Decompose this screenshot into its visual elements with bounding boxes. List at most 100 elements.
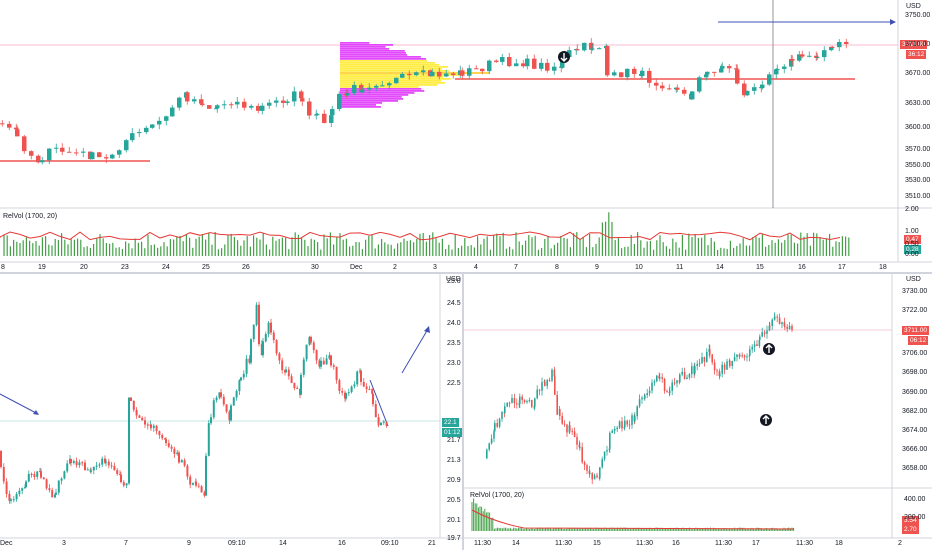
br-candle-body [508,402,511,404]
top-candle-body [81,151,86,153]
top-candle-body [532,58,537,69]
bl-price-tick: 20.9 [447,477,461,484]
bottom-right-chart-pane[interactable]: USD 3711.00 06:12 RelVol (1700, 20) 3.54… [464,274,932,550]
bl-time-tick: 16 [338,540,346,547]
top-candle-body [110,154,115,159]
top-date-tick: 26 [242,264,250,271]
arrow-up-icon-glyph [765,344,773,353]
bl-candle-body [146,424,149,426]
top-candle-body [675,87,680,90]
top-candle-body [322,113,327,123]
top-candle-body [460,70,465,76]
top-ind-val2-badge: 0.28 [904,245,921,254]
bottom-left-price-chart[interactable] [0,274,462,550]
bl-price-tick: 21.3 [447,457,461,464]
pane-separator-horizontal[interactable] [0,272,932,274]
bl-candle-body [360,370,362,382]
bl-candle-body [320,360,322,367]
br-candle-body [723,364,726,370]
top-candle-body [494,60,499,62]
br-candle-body [729,360,731,366]
top-candle-body [797,54,802,61]
br-indicator-label: RelVol (1700, 20) [470,492,525,499]
br-candle-body [581,447,583,463]
br-candle-body [569,425,571,431]
bl-candle-body [110,465,113,467]
top-date-tick: 20 [80,264,88,271]
top-date-tick: 11 [676,264,684,271]
bl-candle-body [18,490,21,495]
bl-candle-body [275,340,278,354]
top-candle-body [207,105,212,109]
bottom-right-price-chart[interactable] [464,274,932,550]
br-candle-body [636,406,638,417]
bl-candle-body [75,461,78,466]
bl-candle-body [10,499,12,501]
br-candle-body [726,361,728,370]
br-candle-body [709,349,711,355]
pane-separator-vertical[interactable] [462,274,464,550]
br-price-tick: 3730.00 [902,288,928,295]
bottom-left-chart-pane[interactable]: USD 22.1 01:12 25.0 24.5 24.0 23.5 23.0 22.5 2… [0,274,463,550]
top-candle-body [822,50,827,58]
top-candle-body [775,68,780,70]
br-candle-body [731,361,733,366]
bl-candle-body [164,438,166,440]
top-candle-body [421,70,426,73]
top-candle-body [285,101,290,103]
arrow-up-icon-glyph [762,415,770,424]
bl-candle-body [135,409,138,416]
top-candle-body [300,98,305,102]
bl-candle-body [119,474,121,476]
top-candle-body [605,45,610,76]
bl-candle-body [138,415,141,418]
top-candle-body [507,57,512,67]
top-candle-body [830,46,835,48]
top-indicator-tick: 0.00 [905,251,919,258]
top-candle-body [387,83,392,86]
br-candle-body [546,380,548,386]
br-price-tick: 3666.00 [902,446,928,453]
top-candle-body [521,63,526,67]
br-candle-body [606,450,608,452]
bl-candle-body [55,492,57,495]
top-candle-body [767,74,772,85]
top-candle-body [467,68,472,76]
br-indicator-tick: 400.00 [904,496,926,503]
br-candle-body [518,403,520,405]
br-candle-body [511,398,513,403]
top-last-price-badge: 3711.00 [900,40,928,49]
top-price-tick: 3570.00 [905,146,931,153]
br-candle-body [683,371,686,379]
br-candle-body [586,465,588,471]
top-volume-profile-bar [340,68,442,70]
top-volume-profile-bar [340,50,405,52]
bl-candle-body [318,360,321,367]
top-chart-pane[interactable]: USD 3711.00 36:12 RelVol (1700, 20) 0.47… [0,0,932,272]
top-price-chart[interactable] [0,0,932,272]
top-candle-body [380,85,385,87]
top-candle-body [199,99,204,104]
top-candle-body [314,114,319,116]
top-volume-profile-bar [340,80,442,82]
br-candle-body [766,330,768,334]
top-currency-label: USD [906,3,921,10]
br-candle-body [593,475,596,480]
br-currency-label: USD [906,276,921,283]
top-candle-body [67,151,72,153]
br-time-tick: 11:30 [474,540,491,547]
br-candle-body [589,473,591,475]
br-relvol-average-line [471,509,795,530]
top-candle-body [130,133,135,141]
top-price-tick: 3670.00 [905,70,931,77]
br-candle-body [753,344,756,347]
top-candle-body [612,72,617,76]
br-candle-body [493,431,495,439]
bl-candle-body [21,488,24,491]
br-candle-body [769,325,771,327]
bl-candle-body [232,397,235,406]
br-candle-body [679,374,681,383]
bl-candle-body [40,471,42,478]
br-candle-body [536,389,538,399]
top-price-tick: 3530.00 [905,177,931,184]
